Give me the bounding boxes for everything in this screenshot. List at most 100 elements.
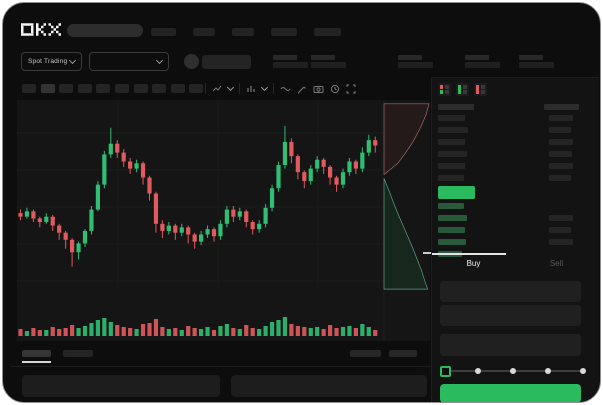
- ask-price-placeholder: [438, 175, 464, 181]
- volume-bar: [257, 329, 262, 336]
- bottom-action-button[interactable]: [389, 350, 417, 357]
- candlestick-chart[interactable]: [17, 100, 430, 341]
- volume-bar: [263, 326, 268, 336]
- volume-bar: [205, 327, 210, 336]
- slider-stop[interactable]: [580, 368, 586, 374]
- market-type-label: Spot Trading: [28, 58, 68, 65]
- volume-bar: [295, 326, 300, 336]
- volume-bar: [366, 327, 371, 336]
- orderbook-last-price[interactable]: [438, 186, 475, 199]
- slider-stop[interactable]: [545, 368, 551, 374]
- last-price-placeholder: [202, 55, 251, 69]
- interval-button[interactable]: [152, 84, 167, 93]
- volume-bar: [108, 322, 113, 336]
- bottom-tab-active[interactable]: [22, 350, 51, 357]
- candlestick: [82, 230, 88, 244]
- volume-bar: [173, 328, 178, 336]
- orderbook-bids-icon[interactable]: [456, 83, 469, 96]
- volume-bar: [244, 325, 249, 336]
- volume-bar: [24, 331, 30, 336]
- stat-label-placeholder: [465, 55, 489, 60]
- stat-label-placeholder: [519, 55, 543, 60]
- interval-button[interactable]: [77, 84, 92, 93]
- orderbook-asks-icon[interactable]: [474, 83, 487, 96]
- candlestick: [89, 209, 94, 231]
- volume-bar: [121, 327, 126, 336]
- candlestick: [211, 229, 217, 237]
- candlestick: [269, 188, 275, 208]
- interval-button[interactable]: [22, 84, 36, 93]
- candlestick: [334, 177, 339, 185]
- volume-bar: [128, 328, 133, 336]
- clock-icon[interactable]: [330, 84, 340, 94]
- candlestick: [205, 229, 210, 235]
- buy-submit-button[interactable]: [440, 384, 581, 402]
- nav-item-placeholder[interactable]: [193, 28, 215, 36]
- depth-asks-area: [383, 103, 430, 176]
- slider-stop[interactable]: [475, 368, 481, 374]
- candlestick: [366, 140, 371, 153]
- interval-button[interactable]: [189, 84, 204, 93]
- interval-button[interactable]: [133, 84, 148, 93]
- tab-buy[interactable]: Buy: [466, 259, 481, 268]
- interval-button[interactable]: [59, 84, 74, 93]
- slider-stop[interactable]: [510, 368, 516, 374]
- volume-bar: [360, 324, 365, 336]
- pair-select[interactable]: [89, 52, 169, 71]
- candlestick: [31, 211, 36, 219]
- chevron-down-icon[interactable]: [260, 83, 269, 92]
- candlestick: [315, 159, 320, 169]
- volume-bar: [192, 328, 197, 336]
- total-input[interactable]: [440, 334, 581, 356]
- slider-handle[interactable]: [440, 366, 451, 377]
- chevron-down-icon: [68, 56, 77, 65]
- nav-item-placeholder[interactable]: [232, 28, 254, 36]
- volume-bar: [50, 327, 55, 336]
- interval-button[interactable]: [40, 84, 55, 93]
- interval-button[interactable]: [96, 84, 111, 93]
- market-type-select[interactable]: Spot Trading: [21, 52, 82, 71]
- pair-coin-icon: [184, 54, 199, 69]
- candlestick: [128, 161, 133, 169]
- orderbook-combined-icon[interactable]: [438, 83, 451, 96]
- bid-price-placeholder: [438, 215, 467, 221]
- volume-bar: [63, 328, 68, 336]
- tab-sell[interactable]: Sell: [549, 259, 564, 268]
- candlestick: [282, 141, 288, 166]
- bid-price-placeholder: [438, 203, 464, 209]
- camera-icon[interactable]: [313, 84, 324, 94]
- price-input[interactable]: [440, 281, 581, 302]
- volume-bar: [334, 328, 339, 336]
- interval-button[interactable]: [170, 84, 185, 93]
- amount-input[interactable]: [440, 305, 581, 326]
- bottom-tab[interactable]: [63, 350, 93, 357]
- volume-bar: [302, 327, 307, 336]
- nav-item-placeholder[interactable]: [314, 28, 341, 36]
- fullscreen-icon[interactable]: [346, 84, 356, 94]
- candlestick: [340, 172, 346, 185]
- stat-label-placeholder: [398, 55, 422, 60]
- interval-button[interactable]: [114, 84, 129, 93]
- chevron-down-icon: [155, 56, 164, 65]
- nav-item-placeholder[interactable]: [151, 28, 176, 36]
- amount-slider[interactable]: [440, 366, 586, 377]
- stat-label-placeholder: [273, 55, 297, 60]
- chart-type-icon[interactable]: [212, 84, 222, 94]
- volume-bar: [231, 328, 236, 336]
- candlestick: [147, 177, 152, 194]
- nav-item-placeholder[interactable]: [271, 28, 297, 36]
- volume-bar: [328, 325, 333, 336]
- stat-value-placeholder: [273, 62, 308, 68]
- search-input[interactable]: [67, 24, 143, 37]
- candlestick: [353, 161, 358, 169]
- wave-icon[interactable]: [280, 84, 291, 94]
- candlestick: [95, 184, 100, 210]
- stat-value-placeholder: [519, 62, 554, 68]
- volume-bar: [373, 330, 378, 336]
- indicators-icon[interactable]: [246, 84, 256, 94]
- volume-bar: [70, 325, 75, 336]
- draw-icon[interactable]: [297, 84, 307, 94]
- bottom-action-button[interactable]: [350, 350, 381, 357]
- chevron-down-icon[interactable]: [226, 83, 235, 92]
- ask-amount-placeholder: [549, 115, 573, 121]
